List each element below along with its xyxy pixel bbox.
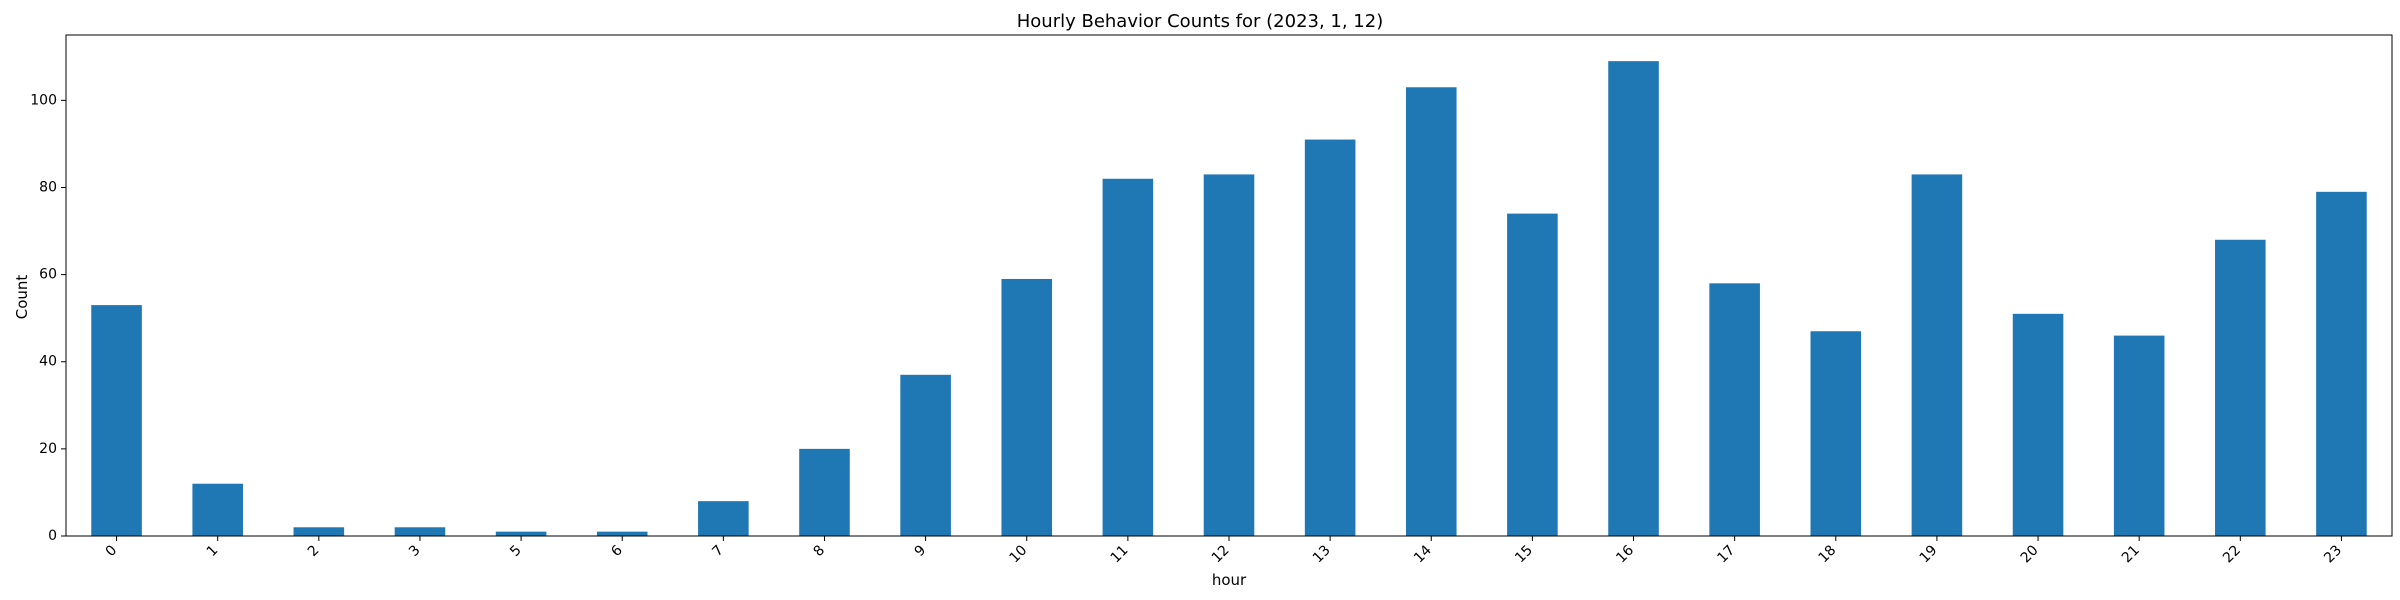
plot-frame	[65, 34, 2393, 537]
x-tick-label: 0	[103, 542, 121, 560]
bar-hour-13	[1304, 139, 1356, 536]
bar-hour-6	[596, 531, 648, 536]
x-tick-label: 12	[1209, 542, 1233, 566]
bar-hour-14	[1405, 87, 1457, 536]
y-tick-label: 0	[48, 528, 57, 544]
y-tick-label: 80	[39, 179, 57, 195]
x-tick-label: 3	[406, 542, 424, 560]
bar-hour-1	[192, 483, 243, 536]
bars-layer	[91, 61, 2367, 536]
bar-hour-15	[1507, 213, 1558, 536]
bar-hour-7	[698, 501, 749, 536]
bar-hour-16	[1608, 61, 1659, 536]
bar-hour-21	[2113, 335, 2165, 536]
bar-hour-18	[1810, 331, 1862, 536]
x-tick-label: 6	[608, 542, 626, 560]
y-tick-label: 40	[39, 354, 57, 370]
x-tick-label: 1	[204, 542, 222, 560]
bar-hour-22	[2215, 239, 2266, 536]
x-tick-label: 15	[1512, 542, 1536, 566]
chart-title: Hourly Behavior Counts for (2023, 1, 12)	[1017, 11, 1384, 32]
bar-hour-20	[2012, 313, 2064, 536]
x-tick-label: 21	[2119, 542, 2143, 566]
x-tick-label: 23	[2321, 542, 2345, 566]
x-tick-label: 13	[1310, 542, 1334, 566]
x-tick-label: 19	[1917, 542, 1941, 566]
x-tick-label: 9	[912, 542, 930, 560]
x-tick-label: 17	[1714, 542, 1738, 566]
x-tick-label: 16	[1613, 542, 1637, 566]
bar-hour-9	[900, 374, 951, 536]
bar-hour-0	[91, 305, 142, 536]
x-tick-label: 2	[305, 542, 323, 560]
x-tick-label: 7	[709, 542, 727, 560]
bar-hour-19	[1911, 174, 1963, 536]
bar-hour-3	[394, 527, 446, 536]
bar-hour-5	[495, 531, 547, 536]
x-tick-label: 11	[1108, 542, 1132, 566]
bar-hour-23	[2316, 191, 2367, 536]
x-tick-label: 14	[1411, 542, 1435, 566]
bar-hour-8	[799, 448, 850, 536]
y-tick-label: 60	[39, 267, 57, 283]
x-tick-label: 18	[1816, 542, 1840, 566]
bar-hour-2	[293, 527, 345, 536]
y-tick-label: 20	[39, 441, 57, 457]
y-axis-label: Count	[13, 275, 31, 320]
y-tick-label: 100	[30, 92, 57, 108]
bar-hour-10	[1001, 278, 1053, 536]
x-tick-label: 22	[2220, 542, 2244, 566]
x-axis-label: hour	[1212, 571, 1247, 589]
x-tick-label: 20	[2018, 542, 2042, 566]
x-tick-label: 8	[811, 542, 829, 560]
bar-hour-17	[1709, 283, 1760, 536]
bar-hour-11	[1102, 178, 1154, 536]
bar-hour-12	[1203, 174, 1255, 536]
x-tick-label: 10	[1006, 542, 1030, 566]
x-tick-label: 5	[507, 542, 525, 560]
